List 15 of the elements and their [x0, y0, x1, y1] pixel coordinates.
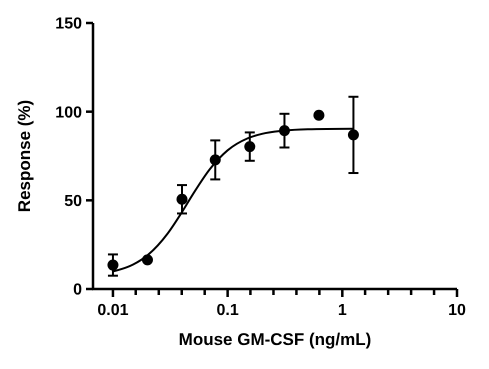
y-tick-label: 100: [55, 104, 82, 122]
point: [244, 141, 256, 152]
point: [107, 260, 118, 271]
x-tick-label: 10: [448, 302, 466, 319]
point: [313, 110, 324, 121]
y-tick-label: 50: [64, 192, 82, 210]
x-axis-title: Mouse GM-CSF (ng/mL): [178, 330, 372, 349]
point: [348, 129, 359, 140]
y-axis-title: Response (%): [15, 100, 34, 212]
x-tick-label: 0.1: [216, 302, 239, 319]
x-tick-label: 1: [338, 302, 347, 319]
x-tick-label: 0.01: [97, 302, 129, 319]
y-tick-label: 150: [55, 16, 82, 33]
y-tick-label: 0: [73, 282, 82, 299]
point: [176, 194, 188, 205]
